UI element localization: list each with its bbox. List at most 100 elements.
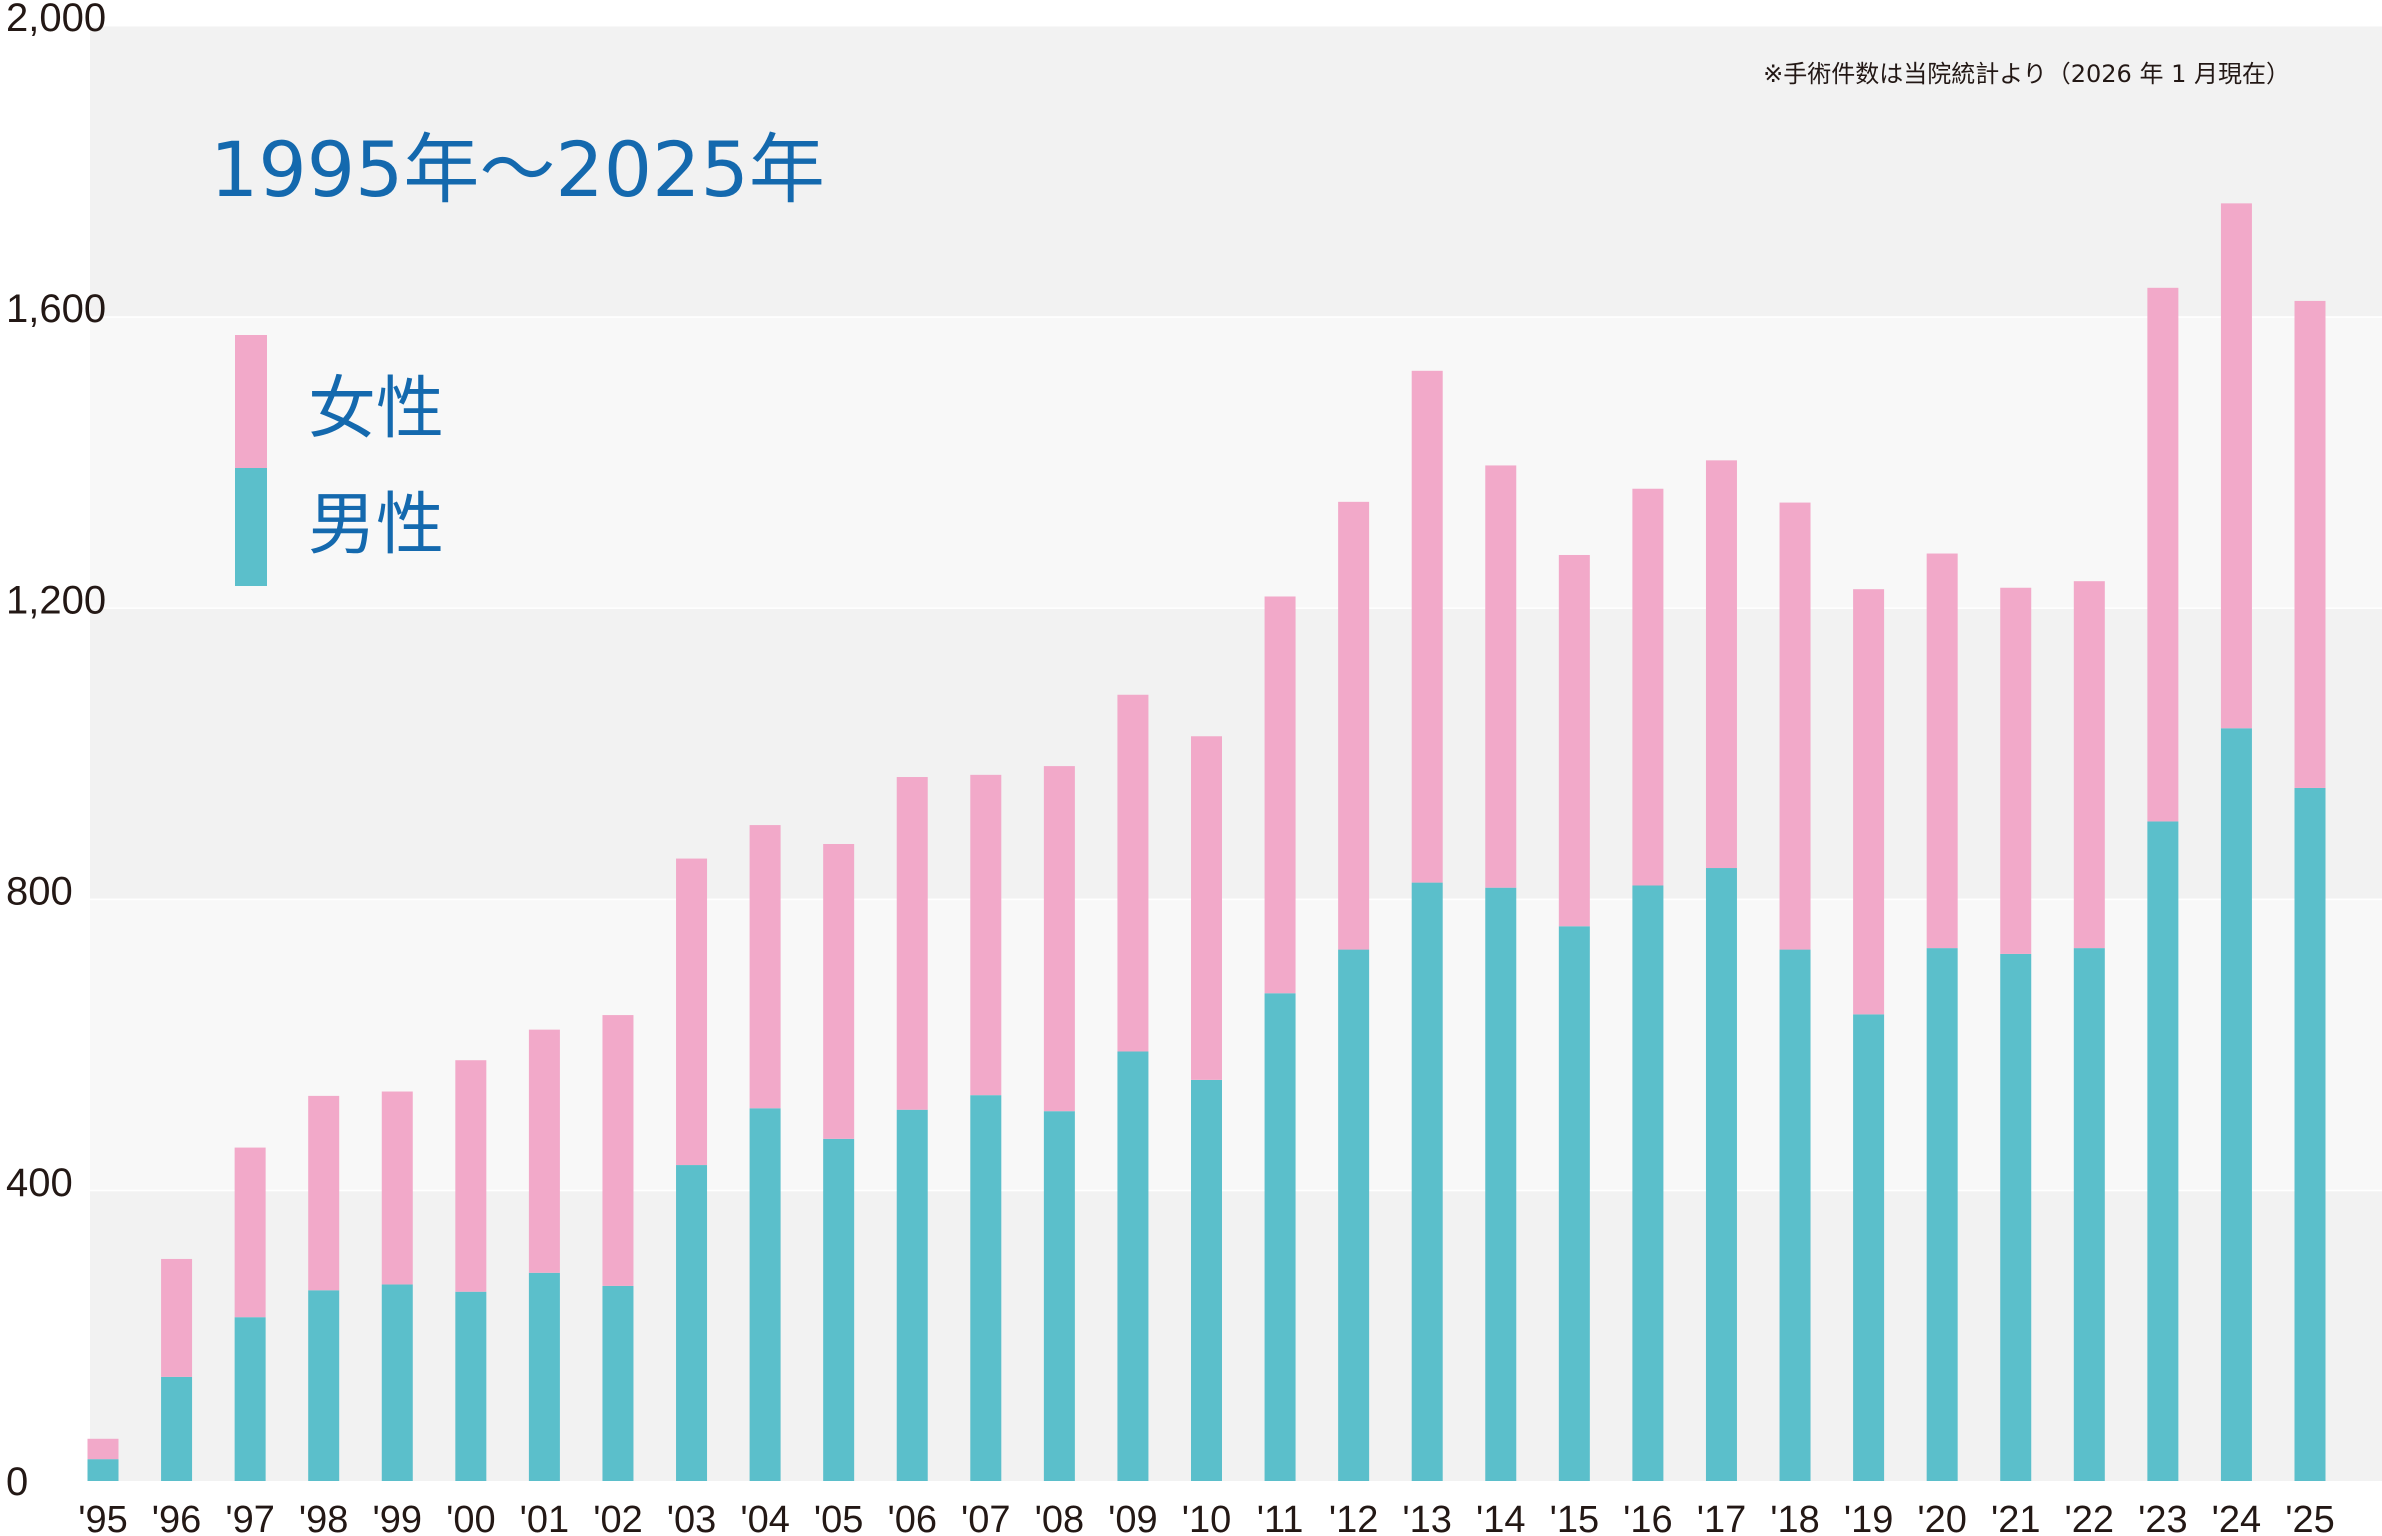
y-tick-label: 0 (6, 1460, 28, 1504)
grid-band (90, 316, 2382, 608)
bar-male (1191, 1079, 1222, 1481)
x-tick-label: '15 (1550, 1499, 1600, 1536)
bar-male (602, 1285, 634, 1481)
x-tick-label: '12 (1329, 1499, 1379, 1536)
x-axis-ticks: '95 '96 '97 '98 '99 '00 '01 '02 '03 '04 '05 '06 '07 '… (78, 1499, 2335, 1536)
bar-female (1264, 596, 1296, 994)
bar-male (1632, 885, 1664, 1481)
bar-female (1043, 766, 1075, 1112)
bar-female (749, 825, 781, 1109)
bar-male (1558, 926, 1590, 1481)
bar-male (896, 1109, 928, 1481)
legend-label-female: 女性 (308, 370, 444, 449)
legend: 女性 男性 (235, 335, 444, 586)
bar-female (308, 1095, 340, 1291)
y-axis-ticks: 0 400 800 1,200 1,600 2,000 (6, 0, 106, 1504)
bar-female (676, 858, 708, 1166)
x-tick-label: '10 (1182, 1499, 1232, 1536)
bar-female (2294, 300, 2326, 788)
bar-female (823, 844, 855, 1139)
bar-female (1779, 502, 1811, 950)
bar-female (1117, 694, 1149, 1052)
bar-male (2000, 953, 2032, 1481)
bar-male (234, 1317, 266, 1481)
x-tick-label: '23 (2138, 1499, 2188, 1536)
y-tick-label: 800 (6, 870, 73, 914)
bar-male (455, 1291, 487, 1481)
bar-male (2294, 787, 2326, 1481)
bar-female (1191, 736, 1222, 1080)
x-tick-label: '11 (1257, 1499, 1304, 1536)
x-tick-label: '09 (1108, 1499, 1158, 1536)
bar-female (1853, 589, 1885, 1015)
x-tick-label: '95 (78, 1499, 128, 1536)
bar-female (2000, 587, 2032, 954)
bar-male (1853, 1014, 1885, 1481)
bar-female (970, 774, 1002, 1096)
x-tick-label: '00 (446, 1499, 496, 1536)
x-tick-label: '05 (814, 1499, 864, 1536)
x-tick-label: '01 (520, 1499, 570, 1536)
bar-male (676, 1165, 708, 1481)
bar-male (381, 1284, 413, 1481)
bar-female (1338, 501, 1370, 950)
x-tick-label: '24 (2212, 1499, 2262, 1536)
chart-title: 1995年～2025年 (210, 125, 825, 214)
bar-female (1632, 488, 1664, 886)
x-tick-label: '16 (1623, 1499, 1673, 1536)
x-tick-label: '07 (961, 1499, 1011, 1536)
bar-male (2073, 948, 2105, 1481)
bar-female (1485, 465, 1517, 888)
source-note: ※手術件数は当院統計より（2026 年 1 月現在） (1763, 60, 2290, 88)
y-tick-label: 1,600 (6, 287, 106, 331)
bar-female (1411, 370, 1443, 883)
bar-male (2147, 821, 2179, 1481)
y-tick-label: 2,000 (6, 0, 106, 40)
bar-male (528, 1272, 560, 1481)
x-tick-label: '03 (667, 1499, 717, 1536)
legend-swatch-female (235, 335, 267, 468)
bar-male (161, 1376, 193, 1481)
bar-male (308, 1290, 340, 1481)
x-tick-label: '17 (1697, 1499, 1747, 1536)
bar-male (1338, 949, 1370, 1481)
y-tick-label: 1,200 (6, 578, 106, 622)
bar-male (970, 1095, 1002, 1481)
x-tick-label: '02 (593, 1499, 643, 1536)
x-tick-label: '98 (299, 1499, 349, 1536)
bar-female (161, 1258, 193, 1377)
x-tick-label: '06 (887, 1499, 937, 1536)
bar-male (1926, 948, 1958, 1481)
bar-female (1705, 460, 1737, 869)
bar-female (87, 1438, 119, 1460)
bar-male (749, 1108, 781, 1481)
bar-female (896, 777, 928, 1110)
x-tick-label: '13 (1402, 1499, 1452, 1536)
bar-male (2220, 728, 2252, 1481)
bars (87, 203, 2326, 1481)
bar-female (2073, 581, 2105, 949)
bar-female (381, 1091, 413, 1285)
bar-male (1485, 887, 1517, 1481)
x-tick-label: '25 (2285, 1499, 2335, 1536)
bar-female (602, 1015, 634, 1286)
x-tick-label: '99 (373, 1499, 423, 1536)
grid-band (90, 1189, 2382, 1481)
x-tick-label: '08 (1035, 1499, 1085, 1536)
bar-male (823, 1138, 855, 1481)
x-tick-label: '14 (1476, 1499, 1526, 1536)
grid-bands (90, 23, 2382, 1481)
legend-swatch-male (235, 468, 267, 586)
bar-male (1043, 1111, 1075, 1481)
bar-female (455, 1060, 487, 1292)
grid-band (90, 898, 2382, 1190)
grid-band (90, 25, 2382, 317)
x-tick-label: '18 (1770, 1499, 1820, 1536)
bar-male (87, 1459, 119, 1481)
bar-male (1779, 949, 1811, 1481)
x-tick-label: '21 (1991, 1499, 2041, 1536)
x-tick-label: '19 (1844, 1499, 1894, 1536)
legend-label-male: 男性 (308, 486, 444, 565)
x-tick-label: '20 (1917, 1499, 1967, 1536)
